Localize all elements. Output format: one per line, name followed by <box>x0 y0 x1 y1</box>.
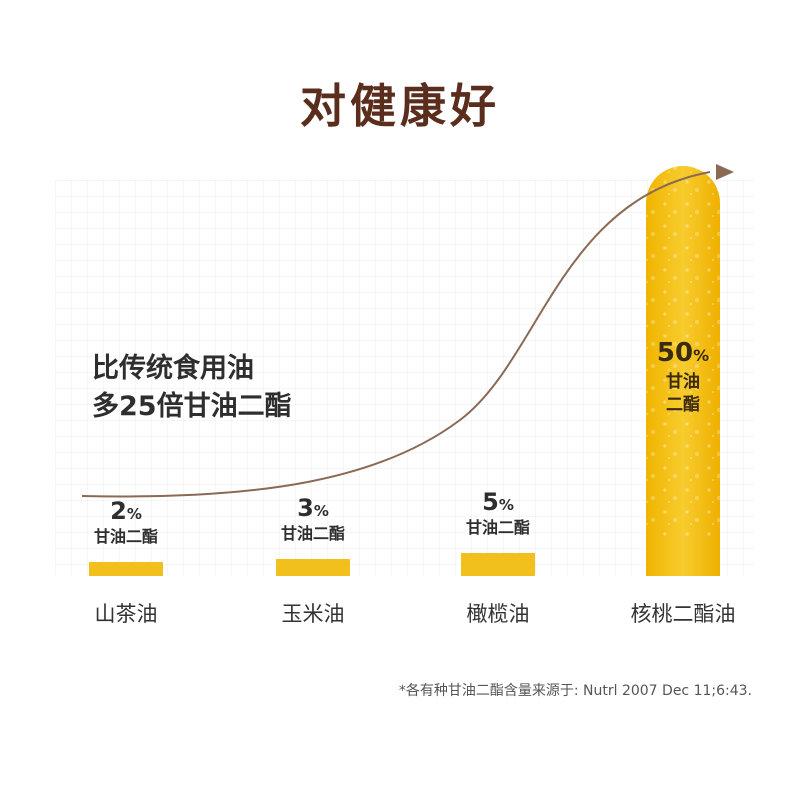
bar-1 <box>89 562 163 576</box>
annotation-line-2: 多25倍甘油二酯 <box>92 391 292 422</box>
chart-annotation: 比传统食用油 多25倍甘油二酯 <box>92 350 292 426</box>
data-label-series: 甘油二酯 <box>465 518 531 537</box>
bar-texture <box>646 166 720 576</box>
data-label-series: 甘油二酯 <box>93 527 159 546</box>
chart-grid-background <box>55 180 755 575</box>
category-label: 山茶油 <box>94 602 158 626</box>
annotation-line-1: 比传统食用油 <box>92 353 254 384</box>
data-label-series: 甘油 <box>666 372 700 392</box>
data-label: 5% 甘油二酯 <box>466 489 530 538</box>
data-label: 50% 甘油二酯 <box>657 338 709 417</box>
bar-2 <box>276 559 350 576</box>
trend-curve <box>81 171 711 498</box>
bar-base <box>646 536 720 576</box>
data-label-unit: % <box>313 502 329 520</box>
data-label-unit: % <box>498 496 514 514</box>
data-label-value: 2% <box>110 497 142 525</box>
data-label-value: 5% <box>482 488 514 516</box>
data-label-series: 二酯 <box>666 395 700 415</box>
chart-title: 对健康好 <box>300 79 500 133</box>
data-label-unit: % <box>126 505 142 523</box>
category-label: 橄榄油 <box>466 602 530 626</box>
data-label: 3% 甘油二酯 <box>281 495 345 544</box>
bar-3 <box>461 553 535 576</box>
category-label: 核桃二酯油 <box>630 602 736 626</box>
source-footnote: *各有种甘油二酯含量来源于: Nutrl 2007 Dec 11;6:43. <box>398 683 752 699</box>
bars-group <box>89 166 720 576</box>
trend-arrow-head <box>716 164 734 180</box>
data-label: 2% 甘油二酯 <box>94 498 158 547</box>
data-label-value: 3% <box>297 494 329 522</box>
data-label-series: 甘油二酯 <box>280 524 346 543</box>
category-label: 玉米油 <box>281 602 345 626</box>
data-label-value: 50% <box>656 338 710 368</box>
data-label-unit: % <box>693 346 710 365</box>
